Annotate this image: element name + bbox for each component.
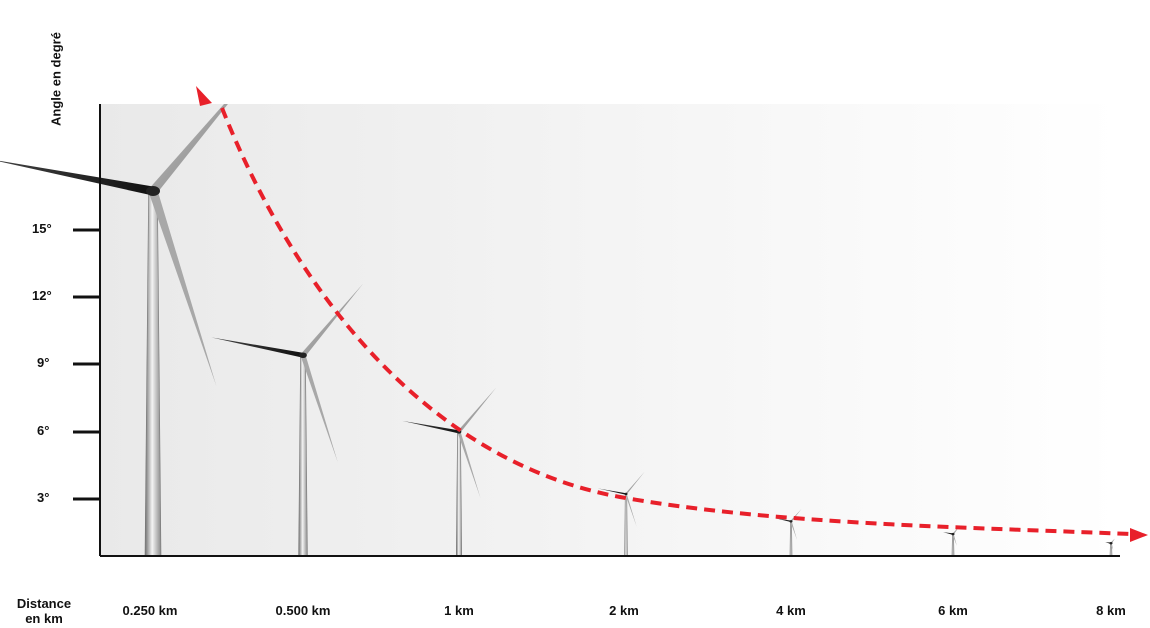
turbine-hub	[146, 186, 160, 196]
turbine-blade	[211, 337, 304, 358]
wind-turbine	[1105, 538, 1115, 556]
wind-turbine	[775, 508, 802, 556]
wind-turbine	[402, 387, 497, 556]
y-tick-label: 12°	[32, 288, 52, 303]
turbine-blade	[457, 431, 481, 499]
turbine-blade	[790, 508, 802, 522]
plot-background	[100, 104, 1120, 556]
turbine-blade	[625, 471, 645, 495]
wind-turbine	[597, 471, 645, 556]
y-tick-label: 9°	[37, 355, 50, 370]
turbine-blade	[402, 420, 460, 434]
turbine-blade	[597, 488, 627, 495]
turbine-blade	[457, 387, 497, 433]
turbine-blade	[0, 160, 154, 196]
turbine-blade	[775, 518, 792, 523]
turbine-blade	[1110, 542, 1114, 551]
distance-label: 0.500 km	[275, 603, 331, 618]
distance-label: 4 km	[776, 603, 806, 618]
distance-label: 1 km	[444, 603, 474, 618]
turbine-blade	[149, 104, 228, 194]
wind-turbine	[211, 283, 364, 556]
turbine-blade	[952, 533, 957, 546]
x-axis-title: Distance en km	[4, 596, 84, 626]
y-tick-label: 6°	[37, 423, 50, 438]
turbine-blade	[942, 532, 954, 535]
turbine-hub	[1109, 542, 1113, 545]
turbine-hub	[624, 492, 628, 496]
distance-label: 0.250 km	[122, 603, 178, 618]
distance-label: 2 km	[609, 603, 639, 618]
turbines-group	[0, 104, 1115, 556]
x-axis-title-line2: en km	[25, 611, 63, 626]
turbine-hub	[789, 520, 793, 523]
wind-turbine	[0, 104, 228, 556]
y-tick-label: 15°	[32, 221, 52, 236]
turbine-mast	[789, 521, 793, 556]
turbine-blade	[790, 521, 798, 540]
y-tick-label: 3°	[37, 490, 50, 505]
turbine-hub	[299, 352, 307, 358]
turbine-blade	[625, 493, 637, 528]
turbine-mast	[455, 431, 463, 556]
curve-arrowhead-right	[1130, 528, 1148, 542]
y-axis-label: Angle en degré	[48, 32, 64, 126]
curve-arrowhead-up	[196, 86, 212, 106]
distance-label: 6 km	[938, 603, 968, 618]
x-axis-title-line1: Distance	[16, 596, 72, 611]
turbine-blade	[148, 189, 217, 386]
turbine-blade	[300, 354, 338, 463]
angle-decay-curve	[220, 107, 1131, 536]
turbine-hub	[951, 532, 955, 536]
turbine-mast	[624, 493, 628, 556]
turbine-blade	[301, 283, 364, 357]
distance-label: 8 km	[1096, 603, 1126, 618]
